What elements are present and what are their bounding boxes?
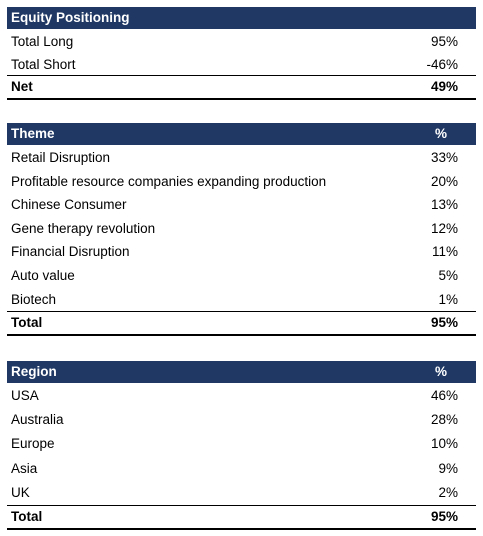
total-top-rule	[7, 311, 476, 313]
row-value: 5%	[438, 268, 458, 283]
total-top-rule	[7, 75, 476, 76]
row-label: Financial Disruption	[11, 244, 130, 260]
row-value: 1%	[438, 291, 458, 307]
total-label: Net	[11, 79, 33, 94]
total-label: Total	[11, 509, 43, 524]
header-label: Theme	[11, 126, 55, 141]
total-value: 49%	[430, 79, 458, 94]
row-label: Retail Disruption	[11, 150, 111, 165]
total-bottom-rule	[7, 528, 476, 530]
row-label: Total Short	[11, 56, 76, 72]
row-label: Australia	[11, 412, 64, 428]
row-label: Europe	[11, 436, 55, 452]
total-top-rule	[7, 505, 476, 506]
row-value: 33%	[430, 150, 458, 165]
row-label: Asia	[11, 460, 38, 476]
table-header	[7, 361, 476, 383]
table-header	[7, 123, 476, 145]
row-label: Profitable resource companies expanding …	[11, 173, 327, 189]
row-value: 13%	[430, 197, 458, 213]
total-label: Total	[11, 315, 43, 331]
row-value: 12%	[430, 220, 458, 236]
row-value: 20%	[430, 173, 458, 189]
row-value: 28%	[430, 412, 458, 428]
row-value: -46%	[426, 56, 458, 72]
row-label: Auto value	[11, 268, 75, 283]
row-label: USA	[11, 388, 39, 403]
row-label: Total Long	[11, 34, 74, 49]
row-label: Gene therapy revolution	[11, 220, 156, 236]
table-header	[7, 7, 476, 29]
header-label: Region	[11, 364, 57, 379]
total-bottom-rule	[7, 98, 476, 100]
row-value: 9%	[438, 460, 458, 476]
row-value: 95%	[430, 34, 458, 49]
header-label: Equity Positioning	[11, 10, 130, 25]
header-value: %	[434, 126, 447, 141]
row-value: 46%	[430, 388, 458, 403]
row-value: 11%	[431, 244, 458, 260]
header-value: %	[434, 364, 447, 379]
row-value: 2%	[438, 484, 458, 500]
total-value: 95%	[430, 315, 458, 331]
row-value: 10%	[430, 436, 458, 452]
row-label: Chinese Consumer	[11, 197, 127, 213]
total-bottom-rule	[7, 334, 476, 337]
total-value: 95%	[430, 509, 458, 524]
row-label: Biotech	[11, 291, 57, 307]
row-label: UK	[11, 484, 30, 500]
